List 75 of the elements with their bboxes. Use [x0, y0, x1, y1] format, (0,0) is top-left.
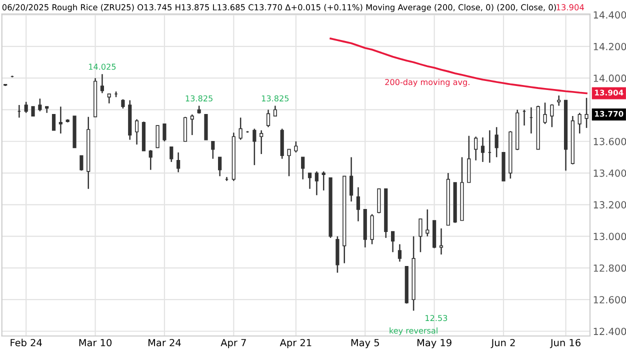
y-tick-label: 12.800: [594, 264, 626, 272]
candlestick: [391, 230, 395, 253]
x-tick-label: Feb 24: [10, 338, 42, 346]
candlestick: [398, 244, 402, 262]
candlestick: [134, 118, 139, 146]
candlestick: [301, 156, 305, 180]
candlestick: [238, 117, 242, 140]
candlestick: [183, 116, 188, 142]
candlestick: [418, 218, 422, 253]
candlestick: [52, 114, 56, 131]
y-tick-label: 14.400: [594, 11, 626, 19]
candlestick: [370, 214, 374, 245]
x-tick-label: Jun 2: [490, 338, 515, 348]
candlestick: [467, 135, 471, 184]
annotation: 13.825: [262, 95, 289, 102]
candlestick: [148, 149, 152, 170]
candlestick: [356, 186, 360, 222]
candlestick: [494, 126, 498, 158]
x-tick-label: Jun 16: [550, 338, 580, 348]
candlestick: [211, 140, 215, 160]
candlestick: [480, 136, 485, 163]
x-tick-label: Mar 10: [79, 338, 112, 346]
candlestick: [426, 208, 430, 237]
candlestick: [349, 156, 354, 202]
series-label: 200-day moving avg.: [385, 78, 470, 87]
candlestick: [121, 98, 125, 110]
annotation: 14.025: [88, 64, 116, 70]
candlestick: [58, 106, 62, 134]
candlestick: [294, 140, 298, 154]
candlestick: [176, 152, 180, 173]
candlestick: [550, 104, 554, 128]
candlestick: [322, 170, 326, 192]
x-tick-label: Mar 24: [148, 338, 181, 346]
y-tick-label: 13.400: [594, 170, 626, 177]
candlestick: [190, 114, 194, 136]
candlestick: [252, 128, 256, 166]
candlestick: [287, 148, 291, 177]
candlestick: [377, 188, 381, 214]
candlestick: [439, 228, 444, 256]
chart-subtitle: 13.904: [556, 4, 584, 10]
candlestick: [24, 101, 28, 114]
candlestick: [80, 154, 84, 172]
candlestick: [273, 105, 277, 117]
candlestick: [543, 102, 547, 125]
candlestick: [100, 74, 104, 94]
candlestick: [578, 112, 582, 134]
candlestick: [38, 98, 42, 112]
line-series: [330, 38, 588, 94]
y-tick-label: 13.200: [594, 201, 626, 208]
candlestick: [260, 130, 264, 155]
x-tick-label: Apr 21: [280, 338, 312, 348]
y-tick-label: 13.600: [594, 138, 626, 146]
candlestick: [170, 146, 174, 163]
x-tick-label: May 5: [351, 339, 379, 348]
candlestick: [266, 109, 270, 128]
y-tick-label: 14.000: [594, 74, 626, 82]
y-tick-label: 14.200: [594, 42, 626, 50]
annotation: 12.53: [426, 314, 448, 322]
x-tick-label: May 19: [417, 338, 452, 348]
annotation: 13.825: [186, 95, 212, 102]
candlestick: [107, 93, 111, 104]
candlestick: [218, 156, 222, 177]
candlestick: [308, 172, 312, 190]
y-tick-label: 12.400: [594, 328, 626, 336]
candlestick: [156, 125, 160, 148]
candlestick: [474, 136, 478, 161]
chart-title: 06/20/2025 Rough Rice (ZRU25) O13.745 H13.875 L13.685 C13.770 Δ+0.015 (+0.11%) Moving Average (200, Close, 0) (200, Close, 0): [2, 4, 556, 12]
candlestick: [31, 106, 35, 116]
candlestick: [314, 170, 318, 196]
annotation: key reversal: [390, 327, 438, 336]
x-tick-label: Apr 7: [220, 339, 246, 348]
candlestick: [584, 97, 588, 129]
candlestick: [162, 123, 166, 142]
y-tick-label: 13.000: [594, 232, 626, 240]
y-tick-label: 12.600: [594, 296, 626, 304]
